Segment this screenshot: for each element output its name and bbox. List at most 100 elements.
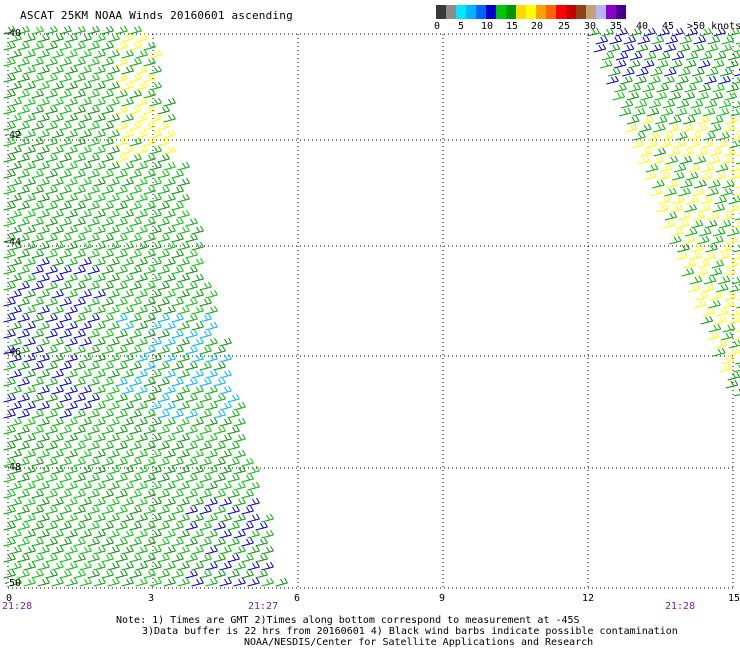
wind-barb: [718, 219, 732, 229]
wind-barb: [101, 377, 114, 387]
wind-barb: [149, 113, 162, 123]
wind-barb: [23, 177, 36, 187]
wind-barb: [199, 489, 212, 499]
wind-barb: [163, 193, 176, 203]
wind-barb: [157, 201, 170, 211]
wind-barb: [171, 201, 184, 211]
wind-barb: [129, 73, 142, 83]
wind-barb: [23, 209, 36, 219]
wind-barb: [645, 139, 658, 149]
wind-barb: [107, 481, 120, 491]
wind-barb: [9, 257, 22, 267]
wind-barb: [93, 449, 106, 459]
wind-barb: [171, 489, 184, 499]
wind-barb: [715, 163, 729, 173]
wind-barb: [143, 89, 156, 99]
wind-barb: [683, 259, 697, 269]
wind-barb: [185, 553, 198, 563]
wind-barb: [121, 481, 134, 491]
wind-barb: [87, 457, 100, 467]
wind-barb: [45, 489, 58, 499]
wind-barb: [93, 529, 106, 539]
wind-barb: [185, 441, 198, 451]
wind-barb: [157, 329, 170, 339]
wind-barb: [678, 67, 691, 77]
wind-barb: [9, 353, 22, 363]
wind-barb: [3, 265, 16, 275]
wind-barb: [726, 83, 739, 93]
wind-barb: [31, 169, 44, 179]
legend-swatch: [526, 5, 536, 19]
wind-barb: [205, 433, 218, 443]
wind-barb: [191, 545, 204, 555]
wind-barb: [45, 105, 58, 115]
wind-barb: [93, 337, 106, 347]
wind-barb: [59, 185, 72, 195]
wind-barb: [143, 281, 156, 291]
wind-barb: [9, 481, 22, 491]
wind-barb: [163, 385, 176, 395]
wind-barb: [59, 537, 72, 547]
wind-barb: [670, 227, 684, 237]
wind-barb: [121, 577, 134, 587]
wind-barb: [731, 276, 740, 285]
wind-barb: [199, 409, 212, 419]
wind-barb: [213, 425, 226, 435]
wind-barb: [65, 225, 78, 235]
wind-barb: [31, 297, 44, 307]
wind-barb: [219, 417, 232, 427]
wind-barb: [645, 163, 659, 173]
wind-barb: [79, 401, 92, 411]
wind-barb: [59, 297, 72, 307]
wind-barb: [157, 457, 170, 467]
wind-barb: [143, 409, 156, 419]
wind-barb: [17, 313, 30, 323]
wind-barb: [135, 161, 148, 171]
wind-barb: [157, 233, 170, 243]
wind-barb: [682, 115, 696, 125]
wind-barb: [93, 81, 106, 91]
wind-barb: [17, 73, 30, 83]
wind-barb: [135, 33, 148, 43]
wind-barb: [65, 49, 78, 59]
wind-barb: [31, 89, 44, 99]
wind-barb: [93, 433, 106, 443]
wind-barb: [45, 89, 58, 99]
wind-barb: [199, 553, 212, 563]
wind-barb: [693, 35, 707, 45]
wind-barb: [171, 169, 184, 179]
wind-barb: [73, 425, 86, 435]
wind-barb: [219, 513, 232, 523]
wind-barb: [135, 257, 148, 267]
wind-barb: [143, 57, 156, 67]
wind-barb: [23, 577, 36, 587]
wind-barb: [714, 195, 727, 205]
wind-barb: [37, 561, 50, 571]
wind-barb: [129, 137, 142, 147]
wind-barb: [732, 220, 740, 229]
wind-barb: [23, 497, 36, 507]
legend-swatch: [496, 5, 506, 19]
wind-barb: [121, 289, 134, 299]
wind-barb: [59, 521, 72, 531]
wind-barb: [65, 353, 78, 363]
wind-barb: [723, 267, 737, 277]
wind-barb: [656, 83, 669, 93]
wind-barb: [275, 577, 288, 587]
wind-barb: [241, 521, 254, 531]
wind-barb: [723, 147, 737, 157]
wind-barb: [191, 417, 204, 427]
wind-barb: [143, 425, 156, 435]
wind-barb: [115, 425, 128, 435]
wind-barb: [23, 353, 36, 363]
wind-barb: [736, 186, 740, 189]
wind-barb: [129, 313, 142, 323]
wind-barb: [729, 163, 740, 173]
wind-barb: [149, 561, 162, 571]
wind-barb: [23, 289, 36, 299]
wind-barb: [674, 107, 688, 117]
wind-barb: [79, 209, 92, 219]
wind-barb: [185, 473, 198, 483]
wind-barb: [59, 73, 72, 83]
wind-barb: [695, 267, 709, 277]
